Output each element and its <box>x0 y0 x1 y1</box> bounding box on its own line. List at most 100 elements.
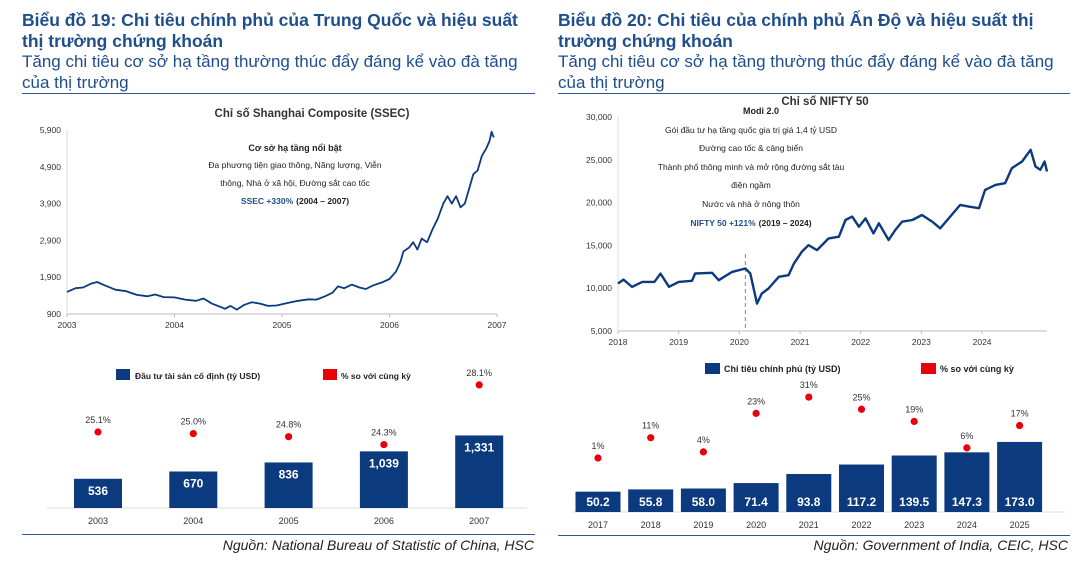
ssec-period: (2004 – 2007) <box>296 196 349 206</box>
nifty-y-tick-label: 15,000 <box>586 240 612 250</box>
india-yoy-dot <box>910 417 918 426</box>
ssec-y-tick-label: 5,900 <box>40 125 62 135</box>
nifty-period: (2019 – 2024) <box>759 218 812 228</box>
india-yoy-dot <box>963 444 971 452</box>
india-bar-value-label: 139.5 <box>899 495 929 509</box>
india-yoy-dot <box>752 409 760 417</box>
india-category-label: 2019 <box>693 520 713 530</box>
india-bar <box>575 491 621 512</box>
nifty-series-line <box>617 148 1049 305</box>
india-category-label: 2023 <box>904 520 924 530</box>
ssec-series-line <box>66 130 495 311</box>
ssec-y-tick-label: 3,900 <box>40 199 62 209</box>
india-bar <box>733 483 779 512</box>
china-bar <box>74 478 122 508</box>
china-bar-value-label: 836 <box>279 467 299 481</box>
india-bar-value-label: 93.8 <box>797 495 821 509</box>
india-yoy-label: 11% <box>642 421 659 431</box>
ssec-annotation-line: thông, Nhà ở xã hội, Đường sắt cao tốc <box>220 178 370 188</box>
left-top-divider <box>22 93 535 94</box>
china-yoy-dot <box>285 433 293 441</box>
india-category-label: 2024 <box>957 520 977 530</box>
india-yoy-dot <box>647 434 655 442</box>
india-category-label: 2025 <box>1010 520 1030 530</box>
nifty-x-tick-label: 2021 <box>791 337 810 347</box>
india-bar <box>680 488 726 512</box>
ssec-x-tick-label: 2004 <box>165 320 184 330</box>
india-yoy-label: 31% <box>800 380 818 390</box>
ssec-y-tick-label: 1,900 <box>40 272 62 282</box>
india-bar <box>786 474 832 512</box>
india-category-label: 2021 <box>799 520 819 530</box>
india-yoy-label: 6% <box>960 431 973 441</box>
china-yoy-label: 25.0% <box>181 417 207 427</box>
nifty-x-tick-label: 2018 <box>609 337 628 347</box>
india-category-label: 2018 <box>641 520 661 530</box>
china-yoy-dot <box>189 429 197 438</box>
right-bottom-divider <box>558 535 1070 536</box>
legend-swatch-dot-china <box>323 369 337 380</box>
india-bar <box>997 441 1043 512</box>
nifty-annotation-line: Gói đầu tư hạ tầng quốc gia trị giá 1,4 … <box>665 125 837 135</box>
china-yoy-label: 25.1% <box>85 415 111 425</box>
ssec-y-tick-label: 4,900 <box>40 162 62 172</box>
nifty-y-tick-label: 30,000 <box>586 112 612 122</box>
legend-label-bar-india: Chi tiêu chính phủ (tỷ USD) <box>724 364 841 374</box>
left-bottom-divider <box>22 534 535 535</box>
india-bar-value-label: 71.4 <box>744 495 768 509</box>
india-yoy-label: 19% <box>905 404 923 414</box>
india-bar <box>891 455 937 512</box>
china-yoy-dot <box>475 381 483 389</box>
india-yoy-dot <box>857 405 866 413</box>
ssec-chart-title: Chỉ số Shanghai Composite (SSEC) <box>215 108 410 120</box>
india-yoy-label: 23% <box>747 396 765 406</box>
china-bar <box>359 451 408 508</box>
nifty-y-tick-label: 5,000 <box>591 326 613 336</box>
india-bar-value-label: 58.0 <box>692 495 716 509</box>
nifty-x-tick-label: 2022 <box>851 337 870 347</box>
china-bar <box>169 471 218 508</box>
china-yoy-label: 24.3% <box>371 428 397 438</box>
legend-label-bar-china: Đầu tư tài sản cố định (tỷ USD) <box>135 371 260 381</box>
india-yoy-dot <box>594 454 602 462</box>
nifty-highlight: NIFTY 50 +121% <box>690 218 756 228</box>
legend-swatch-dot-india <box>921 363 936 374</box>
india-bar <box>839 464 884 512</box>
ssec-annotation-performance: SSEC +330% (2004 – 2007) <box>241 196 349 206</box>
nifty-annotation-line: điện ngầm <box>731 180 771 190</box>
nifty-chart-title: Chỉ số NIFTY 50 <box>781 96 868 108</box>
india-yoy-dot <box>699 448 708 456</box>
right-subtitle: Tăng chi tiêu cơ sở hạ tầng thường thúc … <box>558 52 1054 92</box>
nifty-annotation-line: Nước và nhà ở nông thôn <box>702 199 800 209</box>
ssec-x-tick-label: 2003 <box>58 320 77 330</box>
nifty-x-tick-label: 2020 <box>730 337 749 347</box>
nifty-annotation-line: Đường cao tốc & cảng biển <box>699 143 803 153</box>
india-category-label: 2022 <box>851 520 871 530</box>
india-yoy-dot <box>1016 421 1024 430</box>
nifty-x-tick-label: 2024 <box>973 337 992 347</box>
right-top-divider <box>558 93 1070 94</box>
china-yoy-label: 28.1% <box>466 368 492 378</box>
india-category-label: 2017 <box>588 520 608 530</box>
nifty-annotation-performance: NIFTY 50 +121% (2019 – 2024) <box>690 218 811 228</box>
left-title: Biểu đồ 19: Chi tiêu chính phủ của Trung… <box>22 10 518 51</box>
china-bar-value-label: 1,039 <box>369 456 399 470</box>
ssec-x-tick-label: 2006 <box>380 320 399 330</box>
ssec-x-tick-label: 2007 <box>488 320 507 330</box>
ssec-y-tick-label: 900 <box>47 309 61 319</box>
legend-label-dot-china: % so với cùng kỳ <box>341 371 411 381</box>
nifty-x-tick-label: 2023 <box>912 337 931 347</box>
legend-swatch-bar-india <box>705 363 720 374</box>
ssec-annotation-line: Đa phương tiện giao thông, Năng lượng, V… <box>208 160 381 170</box>
nifty-annotation-heading: Modi 2.0 <box>743 106 779 116</box>
ssec-x-tick-label: 2005 <box>273 320 292 330</box>
nifty-x-tick-label: 2019 <box>669 337 688 347</box>
china-category-label: 2007 <box>469 516 489 526</box>
india-bar-value-label: 50.2 <box>586 495 610 509</box>
china-yoy-dot <box>380 440 388 449</box>
nifty-y-tick-label: 20,000 <box>586 198 612 208</box>
china-bar <box>455 435 504 508</box>
ssec-annotation-heading: Cơ sở hạ tầng nổi bật <box>248 143 341 153</box>
india-bar-value-label: 147.3 <box>952 495 982 509</box>
china-category-label: 2005 <box>279 516 299 526</box>
